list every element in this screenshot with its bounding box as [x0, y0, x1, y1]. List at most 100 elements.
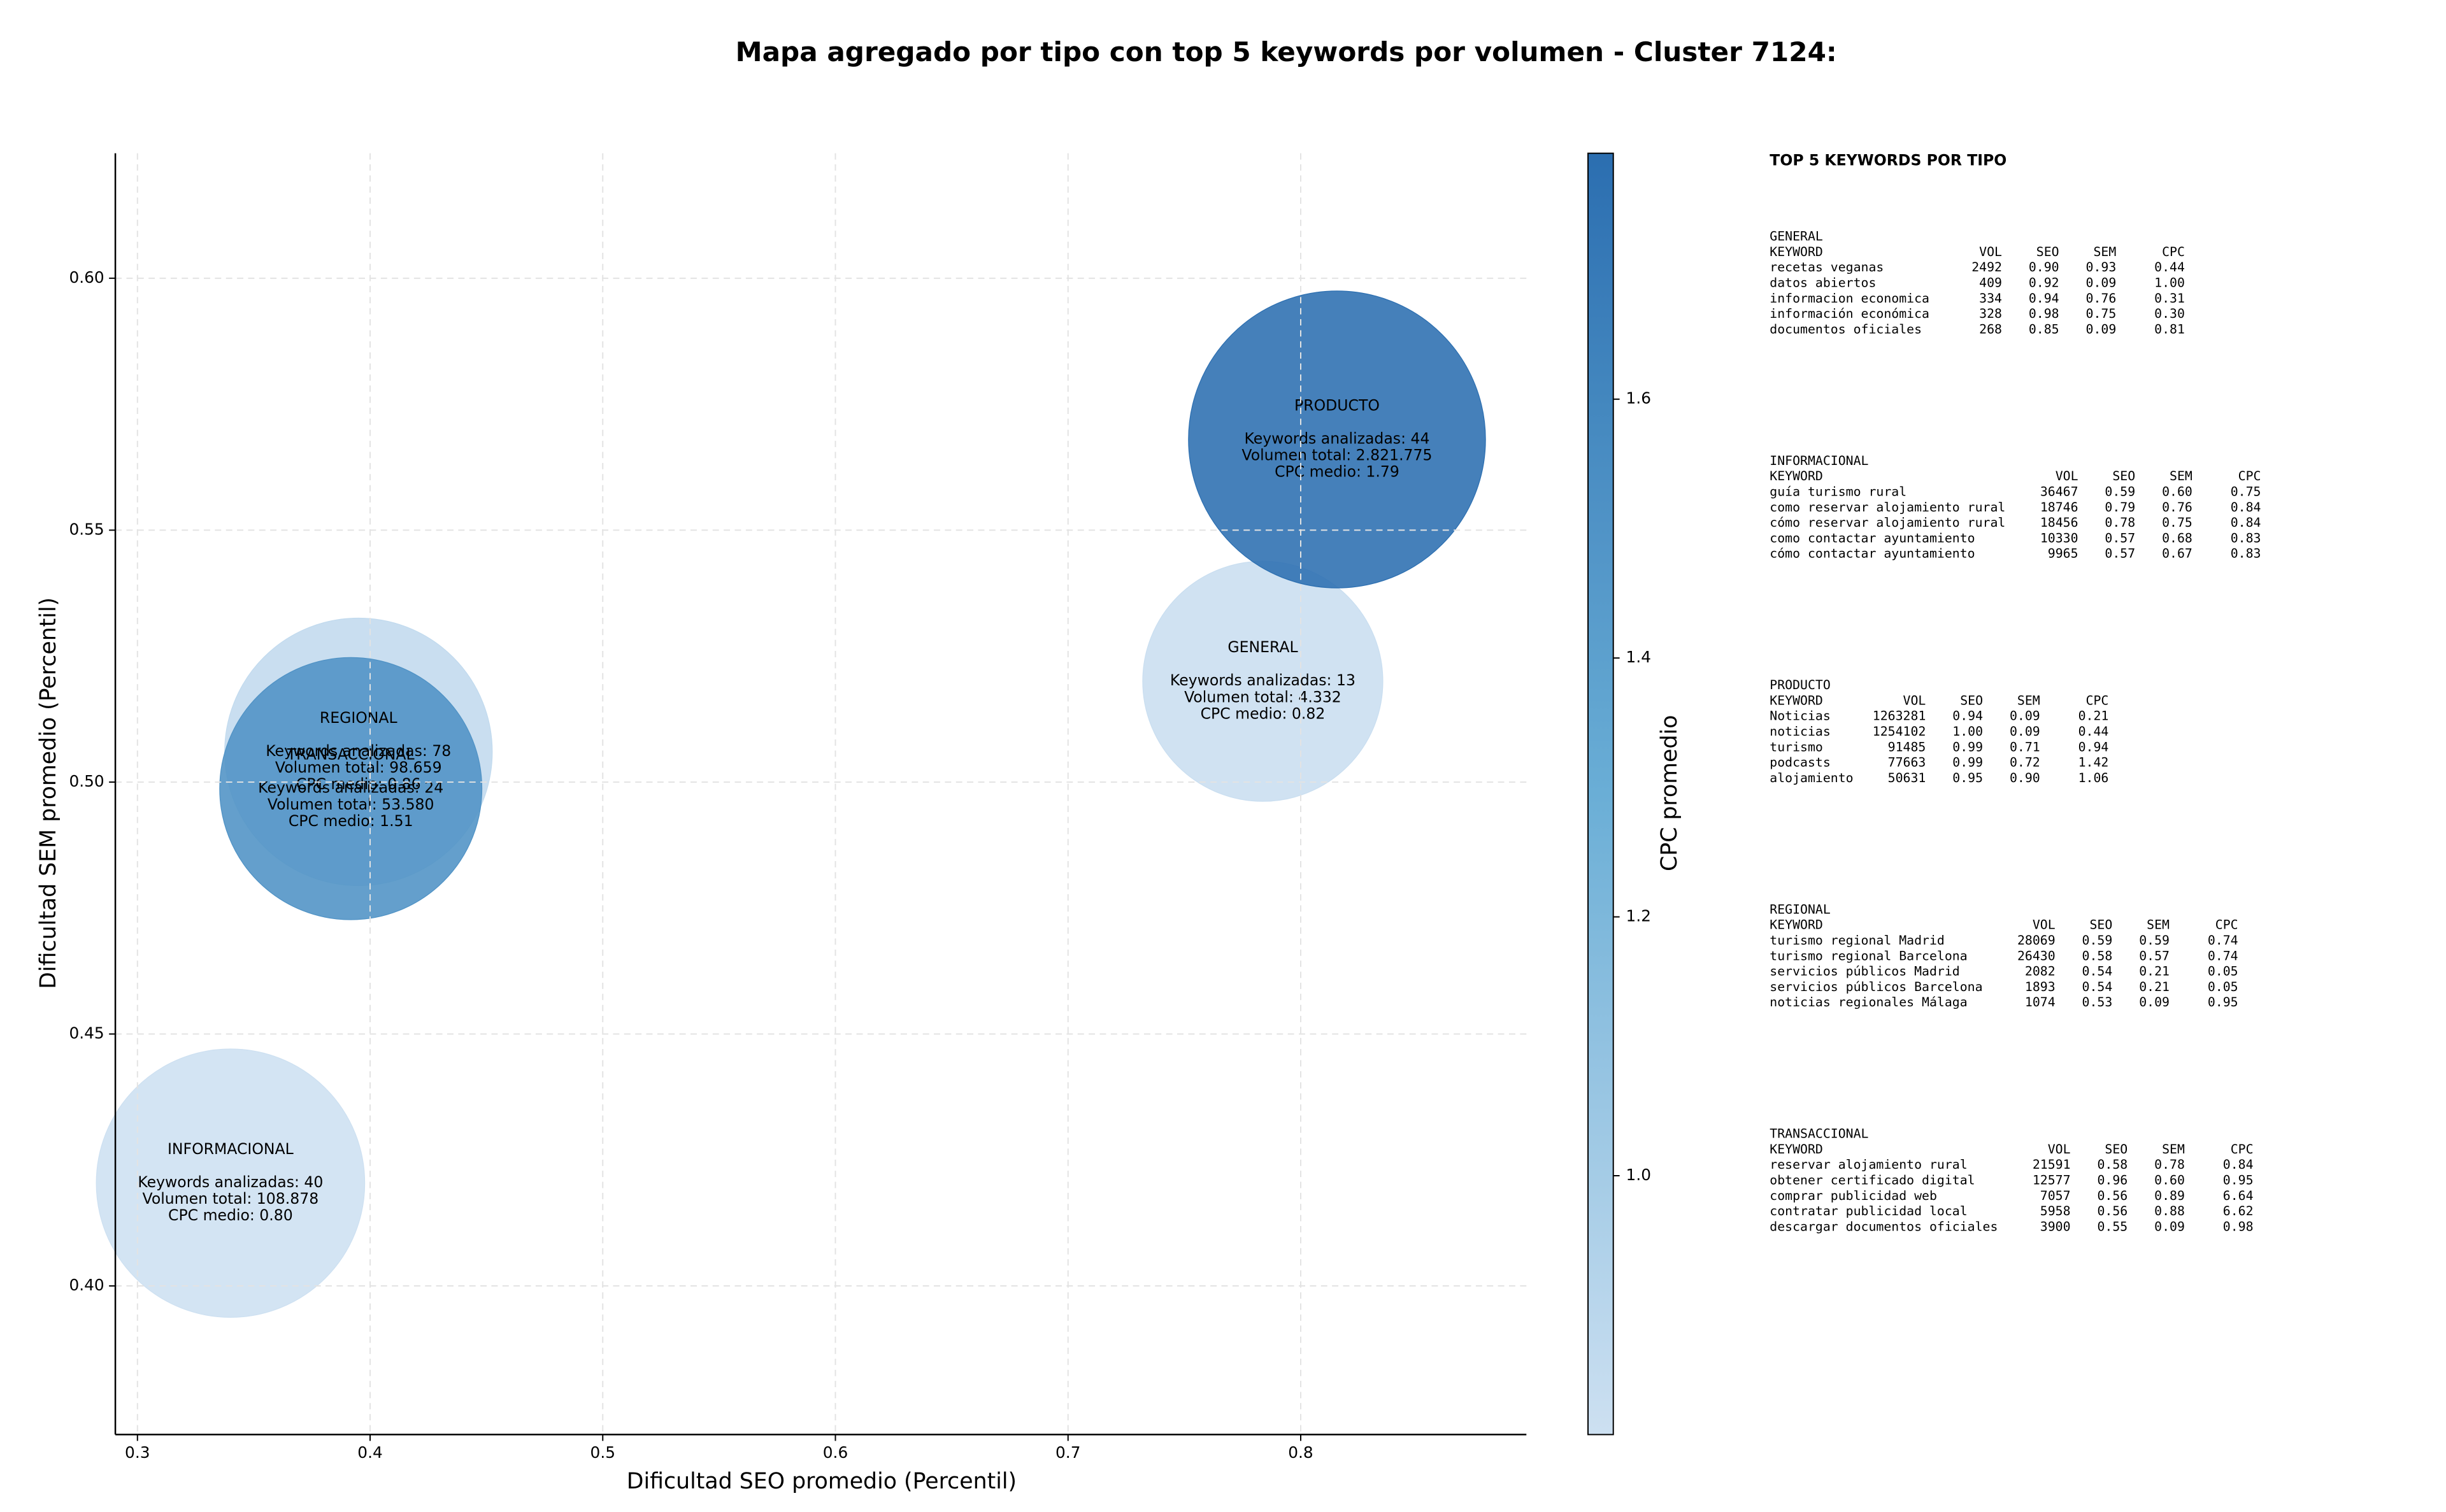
colorbar — [1587, 152, 1614, 1436]
table-cell: 0.53 — [2082, 995, 2113, 1009]
table-cell: 26430 — [2017, 948, 2056, 963]
table-cell: 0.90 — [2029, 260, 2059, 275]
table-cell: 0.68 — [2162, 531, 2192, 545]
table-cell: 0.54 — [2082, 964, 2113, 979]
table-cell: como reservar alojamiento rural — [1770, 500, 2005, 515]
table-cell: 28069 — [2017, 933, 2056, 948]
column-header: SEO — [2036, 245, 2059, 259]
table-cell: 77663 — [1888, 755, 1926, 770]
table-cell: 0.60 — [2154, 1173, 2185, 1188]
column-header: VOL — [2056, 469, 2078, 483]
table-cell: cómo contactar ayuntamiento — [1770, 546, 1975, 561]
table-cell: turismo — [1770, 739, 1823, 754]
table-cell: 1.42 — [2078, 755, 2109, 770]
section-title: PRODUCTO — [1770, 678, 1831, 692]
bubble — [96, 1048, 366, 1318]
table-cell: servicios públicos Barcelona — [1770, 980, 1982, 994]
table-cell: obtener certificado digital — [1770, 1173, 1975, 1188]
column-header: CPC — [2086, 693, 2109, 708]
column-header: VOL — [2033, 918, 2056, 932]
table-cell: 2082 — [2025, 964, 2056, 979]
column-header: VOL — [1903, 693, 1926, 708]
column-header: SEO — [2090, 918, 2113, 932]
table-cell: 0.71 — [2010, 739, 2040, 754]
bubbles — [96, 290, 1486, 1318]
table-cell: 328 — [1979, 306, 2002, 321]
table-cell: 0.84 — [2231, 515, 2261, 530]
table-cell: 0.95 — [2208, 995, 2238, 1009]
table-cell: 0.59 — [2105, 484, 2135, 499]
table-cell: 0.59 — [2082, 933, 2113, 948]
column-header: SEO — [2112, 469, 2135, 483]
y-axis-label: Dificultad SEM promedio (Percentil) — [36, 597, 61, 989]
colorbar-tick-label: 1.2 — [1626, 907, 1651, 925]
table-cell: 7057 — [2040, 1188, 2071, 1203]
table-cell: 0.44 — [2078, 724, 2109, 739]
table-cell: cómo reservar alojamiento rural — [1770, 515, 2005, 530]
bubble-name: PRODUCTO — [1294, 396, 1380, 414]
table-cell: 0.09 — [2086, 322, 2117, 336]
table-cell: 0.83 — [2231, 546, 2261, 561]
table-cell: 0.90 — [2010, 771, 2040, 785]
bubble-name: TRANSACCIONAL — [287, 746, 415, 764]
table-cell: 0.99 — [1952, 755, 1983, 770]
column-header: CPC — [2215, 918, 2238, 932]
y-tick-label: 0.45 — [69, 1023, 104, 1042]
table-cell: 10330 — [2040, 531, 2078, 545]
table-cell: 3900 — [2040, 1219, 2071, 1234]
x-tick-label: 0.8 — [1288, 1443, 1313, 1462]
section-title: INFORMACIONAL — [1770, 453, 1868, 468]
column-header: CPC — [2162, 245, 2185, 259]
colorbar-tick-label: 1.4 — [1626, 648, 1651, 666]
bubble-name: INFORMACIONAL — [168, 1140, 294, 1158]
table-cell: 0.57 — [2139, 948, 2170, 963]
table-cell: 0.98 — [2223, 1219, 2254, 1234]
table-cell: 18746 — [2040, 500, 2078, 515]
table-cell: 50631 — [1888, 771, 1926, 785]
bubble-label: Keywords analizadas: 78 — [266, 742, 451, 760]
table-cell: 0.89 — [2154, 1188, 2185, 1203]
colorbar-label: CPC promedio — [1657, 715, 1682, 871]
table-cell: 0.83 — [2231, 531, 2261, 545]
table-cell: 91485 — [1888, 739, 1926, 754]
table-cell: 0.93 — [2086, 260, 2117, 275]
column-header: VOL — [1979, 245, 2002, 259]
y-tick-label: 0.50 — [69, 772, 104, 790]
table-cell: 12577 — [2033, 1173, 2071, 1188]
table-cell: 0.67 — [2162, 546, 2192, 561]
table-cell: informacion economica — [1770, 291, 1929, 306]
x-tick-label: 0.6 — [823, 1443, 848, 1462]
table-cell: servicios públicos Madrid — [1770, 964, 1959, 979]
column-header: KEYWORD — [1770, 1142, 1823, 1157]
table-cell: 0.94 — [2029, 291, 2059, 306]
table-cell: 0.31 — [2154, 291, 2185, 306]
bubble — [219, 657, 483, 920]
table-cell: 1254102 — [1873, 724, 1926, 739]
table-cell: 5958 — [2040, 1204, 2071, 1218]
table-cell: 334 — [1979, 291, 2002, 306]
bubble-label: Keywords analizadas: 24 — [258, 779, 443, 797]
column-header: SEM — [2147, 918, 2170, 932]
x-tick-label: 0.4 — [357, 1443, 382, 1462]
column-header: KEYWORD — [1770, 918, 1823, 932]
colorbar-tick-label: 1.0 — [1626, 1166, 1651, 1184]
x-axis-label: Dificultad SEO promedio (Percentil) — [627, 1469, 1017, 1494]
table-cell: 0.75 — [2231, 484, 2261, 499]
bubble-label: Keywords analizadas: 40 — [138, 1173, 323, 1191]
panel-title: TOP 5 KEYWORDS POR TIPO — [1770, 152, 2006, 169]
x-tick-label: 0.5 — [590, 1443, 615, 1462]
column-header: KEYWORD — [1770, 245, 1823, 259]
table-cell: 0.09 — [2139, 995, 2170, 1009]
section-title: GENERAL — [1770, 229, 1823, 244]
table-cell: 0.78 — [2105, 515, 2135, 530]
bubble-label: CPC medio: 0.82 — [1201, 704, 1326, 722]
table-cell: 0.21 — [2078, 709, 2109, 724]
table-cell: 6.62 — [2223, 1204, 2254, 1218]
bubble-name: GENERAL — [1227, 638, 1298, 656]
table-cell: 0.88 — [2154, 1204, 2185, 1218]
table-cell: turismo regional Barcelona — [1770, 948, 1967, 963]
table-cell: 0.74 — [2208, 948, 2238, 963]
table-cell: 1893 — [2025, 980, 2056, 994]
